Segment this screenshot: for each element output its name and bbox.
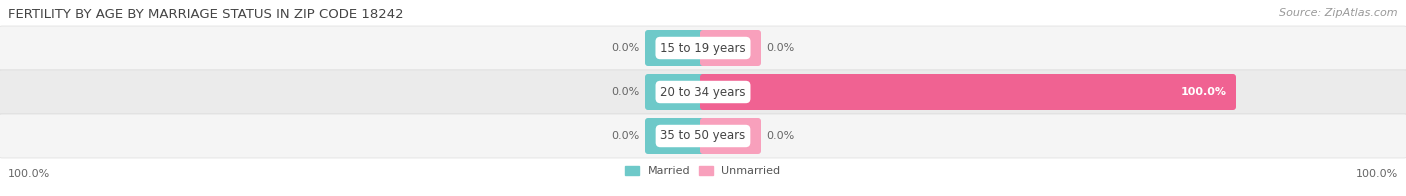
FancyBboxPatch shape bbox=[700, 118, 761, 154]
FancyBboxPatch shape bbox=[645, 74, 706, 110]
Text: 0.0%: 0.0% bbox=[612, 131, 640, 141]
FancyBboxPatch shape bbox=[700, 30, 761, 66]
FancyBboxPatch shape bbox=[0, 26, 1406, 70]
Text: 100.0%: 100.0% bbox=[8, 169, 51, 179]
FancyBboxPatch shape bbox=[0, 70, 1406, 114]
FancyBboxPatch shape bbox=[700, 74, 1236, 110]
Text: Source: ZipAtlas.com: Source: ZipAtlas.com bbox=[1279, 8, 1398, 18]
Text: 0.0%: 0.0% bbox=[766, 131, 794, 141]
FancyBboxPatch shape bbox=[645, 30, 706, 66]
Text: 0.0%: 0.0% bbox=[766, 43, 794, 53]
Text: 15 to 19 years: 15 to 19 years bbox=[661, 42, 745, 54]
Text: 0.0%: 0.0% bbox=[612, 87, 640, 97]
Text: 100.0%: 100.0% bbox=[1355, 169, 1398, 179]
FancyBboxPatch shape bbox=[0, 114, 1406, 158]
Text: 100.0%: 100.0% bbox=[1181, 87, 1227, 97]
Text: 0.0%: 0.0% bbox=[612, 43, 640, 53]
Text: 20 to 34 years: 20 to 34 years bbox=[661, 85, 745, 99]
Legend: Married, Unmarried: Married, Unmarried bbox=[621, 161, 785, 181]
FancyBboxPatch shape bbox=[645, 118, 706, 154]
Text: FERTILITY BY AGE BY MARRIAGE STATUS IN ZIP CODE 18242: FERTILITY BY AGE BY MARRIAGE STATUS IN Z… bbox=[8, 8, 404, 21]
Text: 35 to 50 years: 35 to 50 years bbox=[661, 130, 745, 142]
